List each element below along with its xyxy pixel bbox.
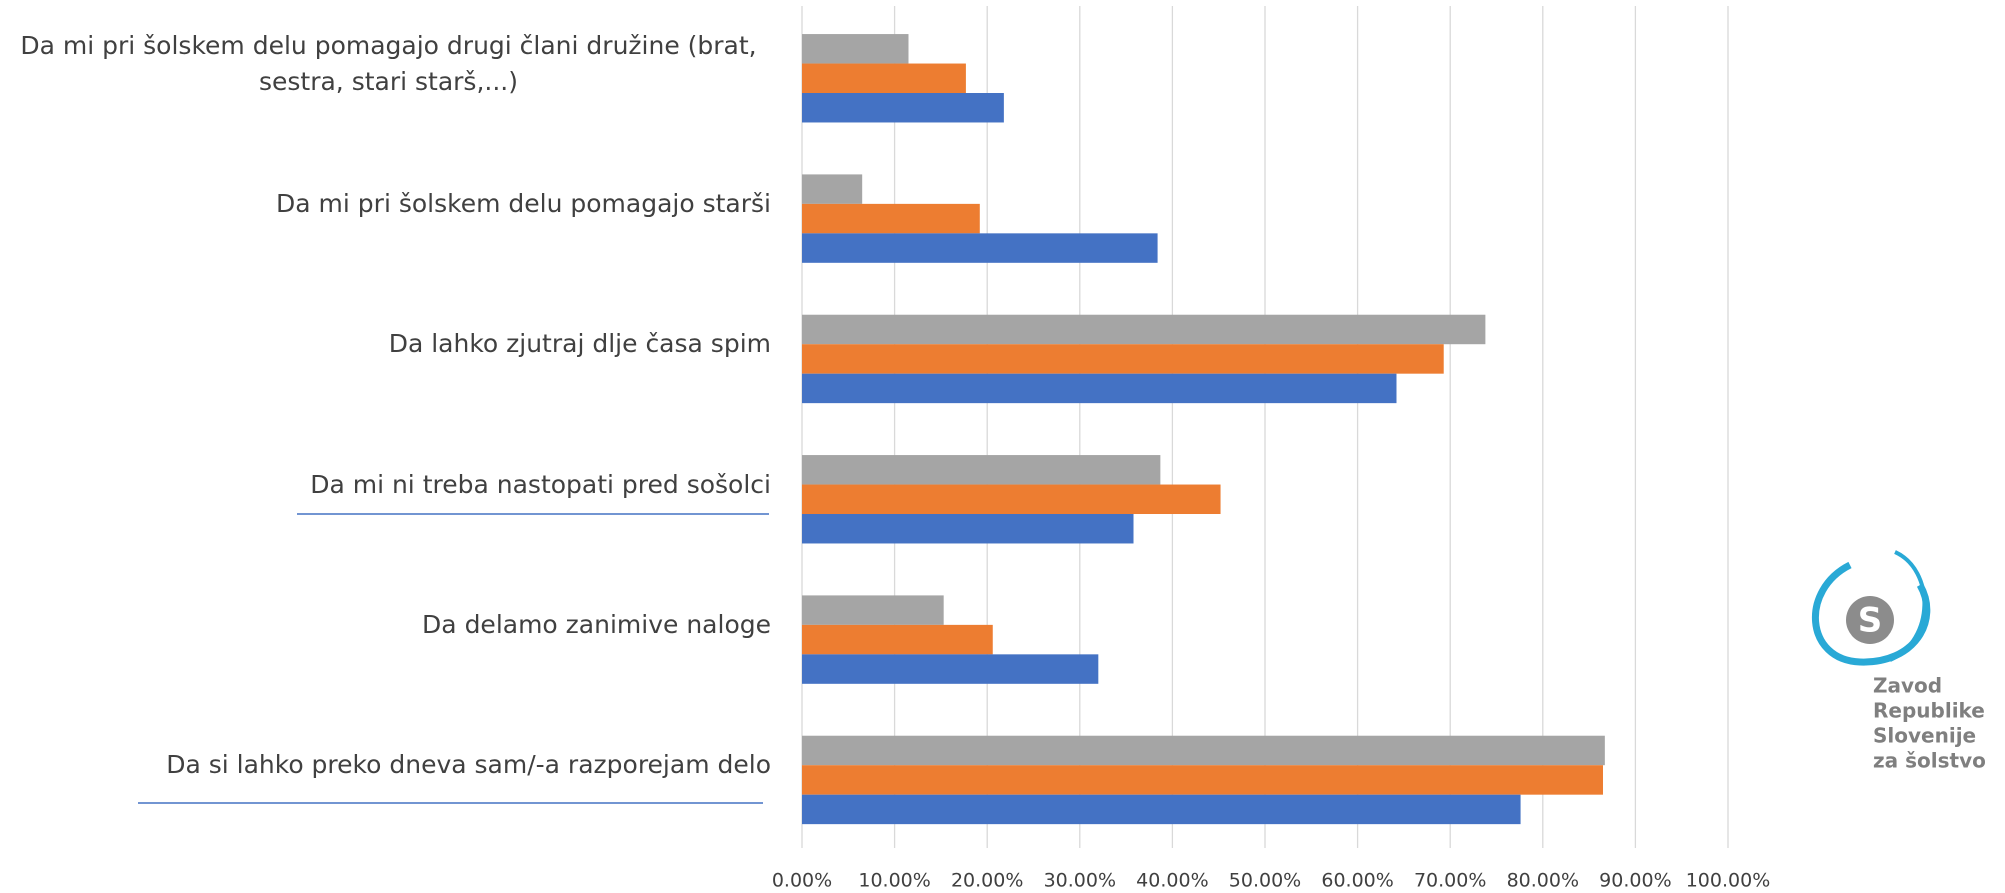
bar	[802, 595, 944, 625]
x-tick-label: 20.00%	[951, 870, 1023, 892]
logo-swirl	[1889, 550, 1927, 662]
x-tick-label: 100.00%	[1686, 870, 1771, 892]
bar	[802, 233, 1158, 263]
category-label: Da mi pri šolskem delu pomagajo starši	[276, 188, 771, 218]
bar	[802, 624, 993, 655]
bar	[802, 484, 1221, 515]
bar	[802, 344, 1444, 374]
category-label: Da lahko zjutraj dlje časa spim	[388, 329, 771, 359]
bar	[802, 93, 1004, 123]
bar	[802, 174, 863, 204]
logo-text: Zavod	[1873, 674, 1942, 698]
bar	[802, 34, 909, 64]
logo-letter: S	[1858, 601, 1883, 641]
logo-text: Slovenije	[1873, 724, 1976, 748]
bar	[802, 654, 1099, 684]
category-label: Da mi ni treba nastopati pred sošolci	[310, 469, 771, 499]
x-tick-label: 10.00%	[858, 870, 930, 892]
logo-circle	[1846, 596, 1894, 644]
logo: S	[1812, 550, 1931, 666]
x-tick-label: 70.00%	[1414, 870, 1486, 892]
x-tick-label: 90.00%	[1599, 870, 1671, 892]
logo-text: za šolstvo	[1873, 749, 1986, 773]
logo-text: Republike	[1873, 699, 1985, 723]
bar	[802, 314, 1486, 345]
bar	[802, 373, 1397, 404]
bar	[802, 203, 980, 234]
bar	[802, 455, 1161, 485]
x-tick-label: 60.00%	[1321, 870, 1393, 892]
x-tick-label: 40.00%	[1136, 870, 1208, 892]
x-tick-label: 0.00%	[772, 870, 832, 892]
bar	[802, 735, 1605, 766]
x-tick-label: 80.00%	[1507, 870, 1579, 892]
category-label: Da si lahko preko dneva sam/-a razporeja…	[166, 750, 771, 780]
category-label: Da delamo zanimive naloge	[422, 609, 771, 639]
bar	[802, 765, 1603, 795]
category-label: Da mi pri šolskem delu pomagajo drugi čl…	[20, 30, 757, 96]
x-tick-label: 50.00%	[1229, 870, 1301, 892]
x-tick-label: 30.00%	[1044, 870, 1116, 892]
bar	[802, 794, 1521, 825]
logo-swirl	[1812, 561, 1931, 666]
bar	[802, 514, 1134, 544]
bar	[802, 63, 966, 94]
